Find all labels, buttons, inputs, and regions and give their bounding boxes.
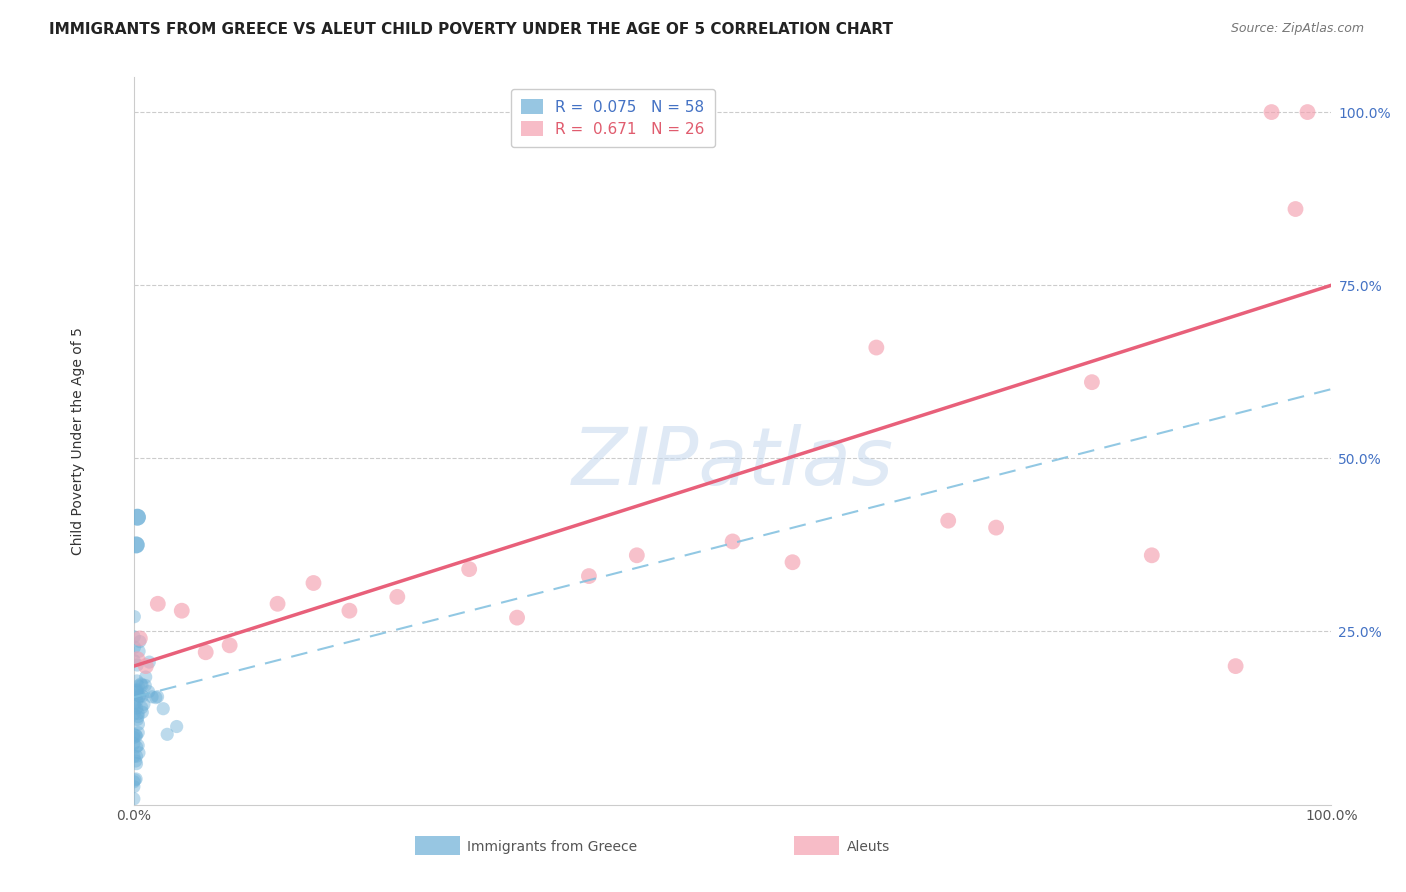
Point — [125, 772, 148, 786]
Text: Immigrants from Greece: Immigrants from Greece — [467, 839, 637, 854]
Point — [125, 728, 148, 742]
Point — [122, 630, 145, 644]
Point — [128, 690, 150, 704]
Point — [124, 609, 146, 624]
Point — [122, 731, 145, 745]
Point — [128, 644, 150, 658]
Point — [127, 709, 149, 723]
Point — [125, 701, 148, 715]
Point — [125, 673, 148, 688]
Point — [122, 792, 145, 806]
Point — [127, 713, 149, 727]
Point — [124, 772, 146, 787]
Point — [127, 688, 149, 702]
Point — [132, 697, 155, 711]
Point — [302, 576, 325, 591]
Point — [125, 694, 148, 708]
Point — [131, 678, 153, 692]
Point — [1081, 375, 1104, 389]
Point — [506, 610, 529, 624]
Point — [128, 632, 150, 646]
Point — [127, 510, 149, 524]
Point — [122, 737, 145, 751]
Point — [138, 684, 160, 698]
Point — [152, 702, 174, 716]
Point — [266, 597, 288, 611]
Point — [458, 562, 481, 576]
Point — [125, 683, 148, 698]
Text: IMMIGRANTS FROM GREECE VS ALEUT CHILD POVERTY UNDER THE AGE OF 5 CORRELATION CHA: IMMIGRANTS FROM GREECE VS ALEUT CHILD PO… — [49, 22, 893, 37]
Point — [146, 690, 169, 704]
Point — [578, 569, 600, 583]
Point — [129, 677, 152, 691]
Point — [1140, 549, 1163, 563]
Point — [134, 678, 156, 692]
Point — [1296, 105, 1319, 120]
Point — [141, 690, 163, 704]
Point — [122, 697, 145, 711]
Point — [125, 729, 148, 743]
Text: ZIPatlas: ZIPatlas — [572, 424, 894, 502]
Legend: R =  0.075   N = 58, R =  0.671   N = 26: R = 0.075 N = 58, R = 0.671 N = 26 — [510, 88, 716, 147]
Point — [127, 685, 149, 699]
Point — [1284, 202, 1306, 216]
Point — [135, 659, 157, 673]
Point — [122, 654, 145, 668]
Point — [125, 756, 148, 771]
Point — [122, 780, 145, 794]
Point — [124, 754, 146, 768]
Point — [387, 590, 409, 604]
Point — [127, 717, 149, 731]
Point — [128, 746, 150, 760]
Text: Aleuts: Aleuts — [846, 839, 890, 854]
Point — [984, 520, 1007, 534]
Point — [125, 682, 148, 697]
Point — [124, 640, 146, 655]
Point — [218, 638, 240, 652]
Point — [125, 739, 148, 754]
Point — [131, 705, 153, 719]
Point — [156, 727, 179, 741]
Y-axis label: Child Poverty Under the Age of 5: Child Poverty Under the Age of 5 — [72, 327, 86, 555]
Point — [1225, 659, 1247, 673]
Point — [138, 655, 160, 669]
Point — [170, 604, 193, 618]
Point — [721, 534, 744, 549]
Point — [125, 749, 148, 764]
Point — [1260, 105, 1282, 120]
Point — [145, 690, 167, 705]
Point — [122, 774, 145, 789]
Point — [127, 739, 149, 753]
Point — [127, 706, 149, 721]
Point — [128, 634, 150, 648]
Point — [127, 652, 149, 666]
Point — [865, 341, 887, 355]
Text: Source: ZipAtlas.com: Source: ZipAtlas.com — [1230, 22, 1364, 36]
Point — [131, 700, 153, 714]
Point — [782, 555, 804, 569]
Point — [194, 645, 217, 659]
Point — [166, 720, 188, 734]
Point — [339, 604, 361, 618]
Point — [131, 689, 153, 703]
Point — [122, 706, 145, 721]
Point — [125, 538, 148, 552]
Point — [122, 728, 145, 742]
Point — [124, 699, 146, 714]
Point — [626, 549, 648, 563]
Point — [135, 670, 157, 684]
Point — [128, 689, 150, 703]
Point — [122, 749, 145, 764]
Point — [936, 514, 959, 528]
Point — [127, 658, 149, 673]
Point — [127, 679, 149, 693]
Point — [146, 597, 169, 611]
Point — [127, 725, 149, 739]
